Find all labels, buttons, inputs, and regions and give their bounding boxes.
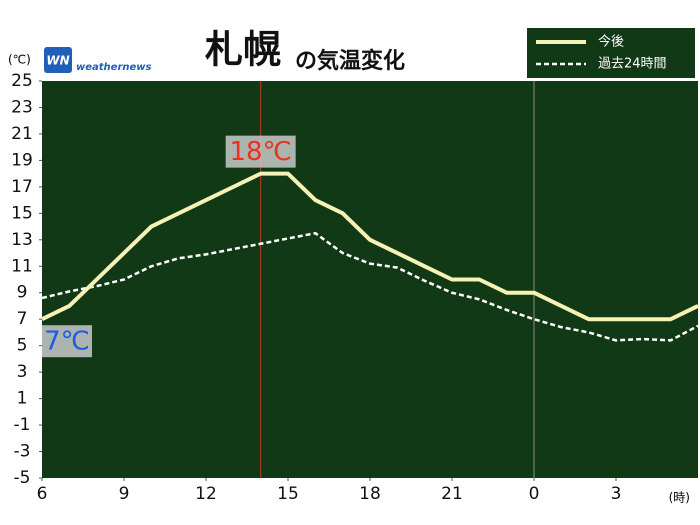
y-tick-label: 5 (17, 336, 28, 356)
logo: WN weathernews (44, 47, 152, 73)
x-tick-label: 9 (119, 484, 130, 504)
y-tick-label: -5 (14, 468, 31, 488)
logo-mark: WN (46, 54, 69, 68)
logo-box (44, 47, 72, 73)
y-tick-label: -3 (14, 442, 31, 462)
x-tick-label: 15 (277, 484, 299, 504)
x-tick-label: 21 (441, 484, 463, 504)
x-unit: (時) (669, 491, 690, 505)
y-tick-label: 9 (17, 283, 28, 303)
value-label-box (42, 325, 92, 358)
y-unit: (℃) (8, 53, 31, 67)
x-tick-label: 18 (359, 484, 381, 504)
y-tick-label: 25 (11, 71, 33, 91)
y-tick-label: 13 (11, 230, 33, 250)
series-line (41, 171, 699, 322)
chart-subtitle: の気温変化 (295, 48, 405, 74)
legend-label: 今後 (598, 34, 624, 50)
x-tick-label: 3 (611, 484, 622, 504)
plot-area (42, 81, 698, 478)
y-tick-label: 23 (11, 97, 33, 117)
y-tick-label: 11 (11, 256, 33, 276)
y-tick-label: 19 (11, 150, 33, 170)
series-line (41, 231, 699, 342)
chart-title: 札幌 (205, 28, 281, 72)
legend-label: 過去24時間 (598, 57, 667, 72)
y-tick-label: 15 (11, 203, 33, 223)
y-tick-label: 7 (17, 309, 28, 329)
value-label: 18℃ (230, 137, 292, 167)
value-label: 7℃ (44, 327, 90, 357)
x-tick-label: 6 (37, 484, 48, 504)
value-label-box (225, 135, 296, 168)
y-tick-label: 17 (11, 177, 33, 197)
x-tick-label: 0 (529, 484, 540, 504)
y-tick-label: -1 (14, 415, 31, 435)
x-tick-label: 12 (195, 484, 217, 504)
y-tick-label: 1 (17, 389, 28, 409)
y-tick-label: 3 (17, 362, 28, 382)
legend-box (525, 26, 697, 80)
y-tick-label: 21 (11, 124, 33, 144)
logo-name: weathernews (76, 62, 152, 73)
